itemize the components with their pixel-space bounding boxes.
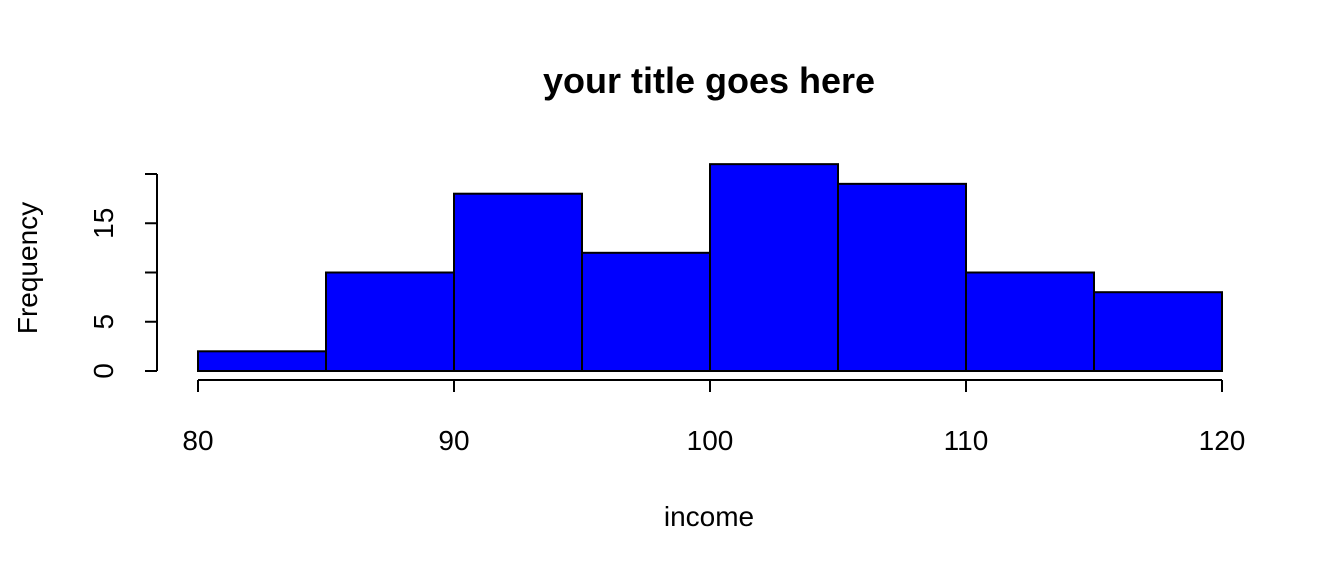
histogram-bar-90-95 (453, 192, 583, 372)
histogram-bar-95-100 (581, 251, 711, 372)
y-axis: 0 5 15 (88, 173, 158, 379)
y-tick-label-5: 5 (88, 314, 119, 330)
y-tick-label-15: 15 (88, 208, 119, 239)
y-tick-label-0: 0 (88, 363, 119, 379)
x-axis-label: income (664, 501, 754, 532)
y-axis-label: Frequency (12, 202, 43, 334)
x-tick-label-120: 120 (1199, 425, 1246, 456)
histogram-bar-100-105 (709, 163, 839, 372)
x-tick-label-80: 80 (182, 425, 213, 456)
x-axis: 80 90 100 110 120 (182, 379, 1246, 456)
x-tick-label-110: 110 (944, 425, 989, 456)
histogram-bar-110-115 (965, 271, 1095, 372)
x-tick-label-90: 90 (438, 425, 469, 456)
x-tick-label-100: 100 (687, 425, 734, 456)
histogram-bar-85-90 (325, 271, 455, 372)
bars-group (197, 163, 1223, 373)
histogram-bar-105-110 (837, 182, 967, 372)
chart-title: your title goes here (543, 60, 875, 101)
histogram-bar-115-120 (1093, 291, 1223, 373)
histogram-bar-80-85 (197, 350, 327, 372)
